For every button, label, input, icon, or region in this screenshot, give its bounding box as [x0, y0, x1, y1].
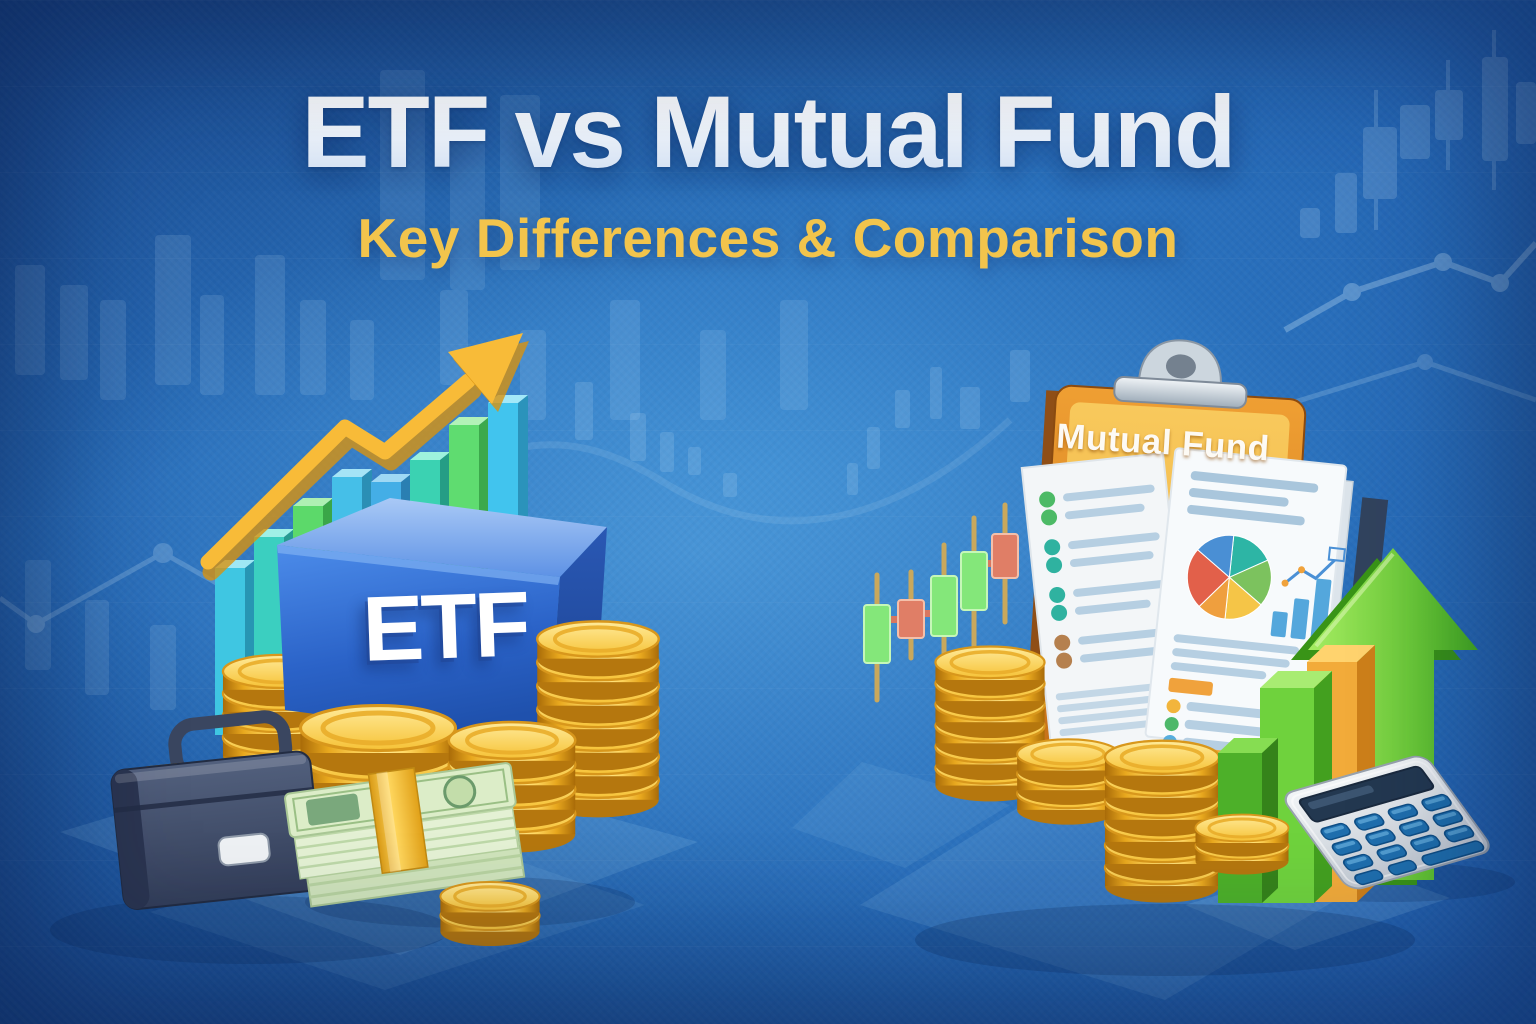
- mutual-fund-growth-arrow-icon: [1291, 548, 1478, 885]
- coin-stack: [438, 880, 542, 948]
- etf-illustration-group: [110, 333, 661, 948]
- mutual-fund-candlestick-chart: [863, 502, 1019, 703]
- etf-cube-label: ETF: [360, 573, 530, 681]
- etf-growth-arrow-icon: [200, 333, 529, 581]
- coin-stack: [1194, 813, 1290, 876]
- coin-stack: [1015, 737, 1121, 827]
- clipboard-clip: [1113, 339, 1248, 409]
- mutual-fund-illustration-group: [863, 339, 1490, 905]
- background-candlestick-pattern: [15, 30, 1536, 745]
- report-pie-chart: [1186, 534, 1272, 620]
- report-line-chart: [1281, 546, 1347, 587]
- briefcase-icon: [110, 710, 324, 910]
- etf-cube: [277, 498, 607, 745]
- calculator-icon: [1284, 755, 1490, 890]
- banknote-stack-icon: [284, 762, 526, 908]
- page-title: ETF vs Mutual Fund: [0, 74, 1536, 191]
- page-subtitle: Key Differences & Comparison: [357, 207, 1179, 269]
